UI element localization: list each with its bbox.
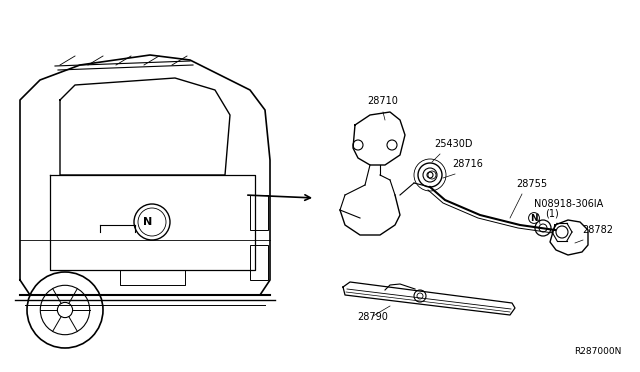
Text: N: N (530, 214, 538, 222)
Text: (1): (1) (545, 208, 559, 218)
Bar (250, 245, 268, 280)
Text: 28716: 28716 (452, 159, 483, 169)
Text: 28790: 28790 (358, 312, 388, 322)
Text: N: N (143, 217, 152, 227)
Text: 28782: 28782 (582, 225, 613, 235)
Text: 28755: 28755 (516, 179, 547, 189)
Text: 28710: 28710 (367, 96, 399, 106)
Text: 25430D: 25430D (434, 139, 472, 149)
Text: R287000N: R287000N (574, 347, 621, 356)
Bar (250, 195, 268, 230)
Text: N08918-306lA: N08918-306lA (534, 199, 604, 209)
